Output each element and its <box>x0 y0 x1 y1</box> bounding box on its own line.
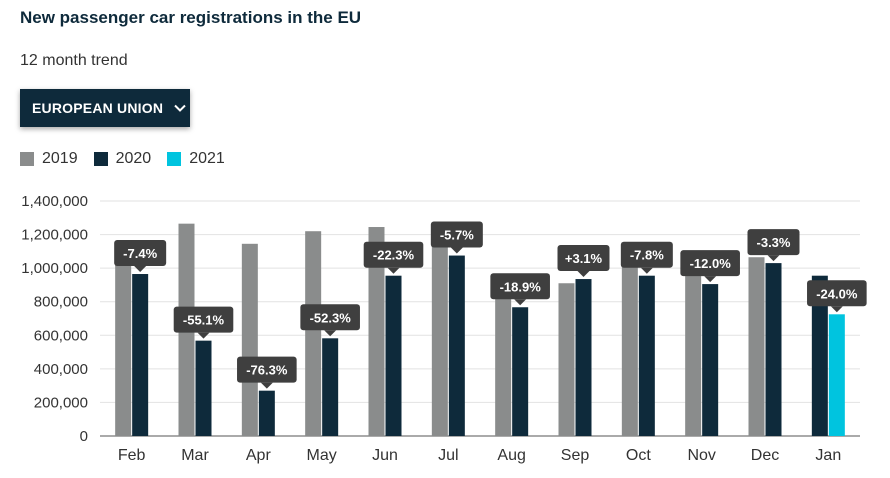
callout-box <box>430 221 483 248</box>
x-tick-label: Oct <box>626 447 651 464</box>
x-tick-label: Dec <box>751 447 779 464</box>
legend-label-2020: 2020 <box>115 150 152 167</box>
callout-pointer <box>640 267 653 274</box>
bar-2020-jun <box>385 275 402 436</box>
x-tick-label: Jun <box>372 447 398 464</box>
bar-2020-dec <box>765 263 782 436</box>
bar-2019-apr <box>241 243 258 436</box>
x-tick-label: Jan <box>815 447 841 464</box>
x-tick-label: Sep <box>561 447 590 464</box>
legend-item-2019[interactable]: 2019 <box>20 150 78 168</box>
callout-box <box>173 306 234 333</box>
bar-2019-feb <box>115 261 132 436</box>
callout-pointer <box>704 276 717 283</box>
callout-label: -55.1% <box>183 313 225 328</box>
callout-pointer <box>577 271 590 278</box>
callout-pointer <box>260 382 273 389</box>
x-tick-label: May <box>307 447 337 464</box>
y-tick-label: 1,400,000 <box>21 193 88 210</box>
bar-2020-may <box>322 338 339 436</box>
callout-label: -76.3% <box>246 363 288 378</box>
bar-2019-dec <box>748 257 765 436</box>
bar-2019-jun <box>368 227 385 436</box>
callout-box <box>114 240 167 267</box>
callout-label: +3.1% <box>565 251 603 266</box>
chart-subtitle: 12 month trend <box>20 52 128 69</box>
callout-label: -52.3% <box>310 310 352 325</box>
callout-pointer <box>830 306 843 313</box>
callout-pointer <box>387 267 400 274</box>
region-dropdown[interactable]: EUROPEAN UNION <box>20 89 190 127</box>
chart-title: New passenger car registrations in the E… <box>20 8 362 27</box>
legend-item-2020[interactable]: 2020 <box>93 150 152 168</box>
callout-label: -3.3% <box>757 235 791 250</box>
legend-swatch-2020 <box>93 152 108 166</box>
callout-box <box>363 241 424 268</box>
bar-2019-aug <box>495 277 512 436</box>
callout-label: -5.7% <box>440 228 474 243</box>
bar-2019-sep <box>558 283 575 436</box>
callout-label: -22.3% <box>373 248 415 263</box>
callout-box <box>300 304 360 331</box>
chart-legend: 2019 2020 2021 <box>20 150 241 168</box>
y-tick-label: 0 <box>80 428 88 445</box>
callout-label: -12.0% <box>690 256 732 271</box>
legend-swatch-2019 <box>20 152 34 166</box>
x-tick-label: Apr <box>246 447 272 464</box>
bar-2020-apr <box>258 390 275 436</box>
bar-2019-may <box>305 231 322 436</box>
callout-label: -7.8% <box>630 248 664 263</box>
bar-2019-oct <box>621 262 638 436</box>
legend-label-2019: 2019 <box>42 150 78 167</box>
y-tick-label: 1,000,000 <box>21 260 88 277</box>
callout-pointer <box>450 247 463 254</box>
callout-pointer <box>514 299 527 306</box>
y-tick-label: 200,000 <box>34 394 88 411</box>
bar-2020-sep <box>575 279 592 436</box>
y-tick-label: 800,000 <box>34 294 88 311</box>
region-dropdown-label: EUROPEAN UNION <box>32 100 164 116</box>
callout-label: -7.4% <box>123 246 157 261</box>
x-tick-label: Nov <box>687 447 715 464</box>
callout-box <box>237 356 297 383</box>
y-tick-label: 1,200,000 <box>21 227 88 244</box>
x-tick-label: Feb <box>118 447 146 464</box>
callout-box <box>620 241 673 268</box>
callout-box <box>680 250 740 277</box>
chevron-down-icon <box>173 101 187 115</box>
x-tick-label: Aug <box>497 447 525 464</box>
bar-2020-nov <box>702 284 719 436</box>
bar-2019-nov <box>685 261 702 436</box>
bar-2020-jul <box>448 255 465 436</box>
bar-2019-jul <box>431 244 448 436</box>
callout-label: -24.0% <box>816 286 858 301</box>
legend-label-2021: 2021 <box>189 150 225 167</box>
callout-box <box>747 229 800 256</box>
bar-2020-mar <box>195 340 212 436</box>
legend-item-2021[interactable]: 2021 <box>167 150 225 168</box>
bar-2021-jan <box>828 314 845 436</box>
legend-swatch-2021 <box>167 152 182 166</box>
bar-2020-feb <box>132 274 149 436</box>
callout-box <box>807 280 867 307</box>
bar-2020-jan <box>811 275 828 436</box>
callout-pointer <box>134 266 147 273</box>
callout-box <box>557 245 610 272</box>
y-tick-label: 400,000 <box>34 361 88 378</box>
y-tick-label: 600,000 <box>34 327 88 344</box>
callout-label: -18.9% <box>500 279 542 294</box>
bar-2020-aug <box>512 307 529 436</box>
callout-pointer <box>324 330 337 337</box>
bar-2020-oct <box>638 275 655 436</box>
callout-box <box>490 273 550 300</box>
x-tick-label: Mar <box>181 447 209 464</box>
callout-pointer <box>197 332 210 339</box>
callout-pointer <box>767 255 780 262</box>
x-tick-label: Jul <box>438 447 458 464</box>
